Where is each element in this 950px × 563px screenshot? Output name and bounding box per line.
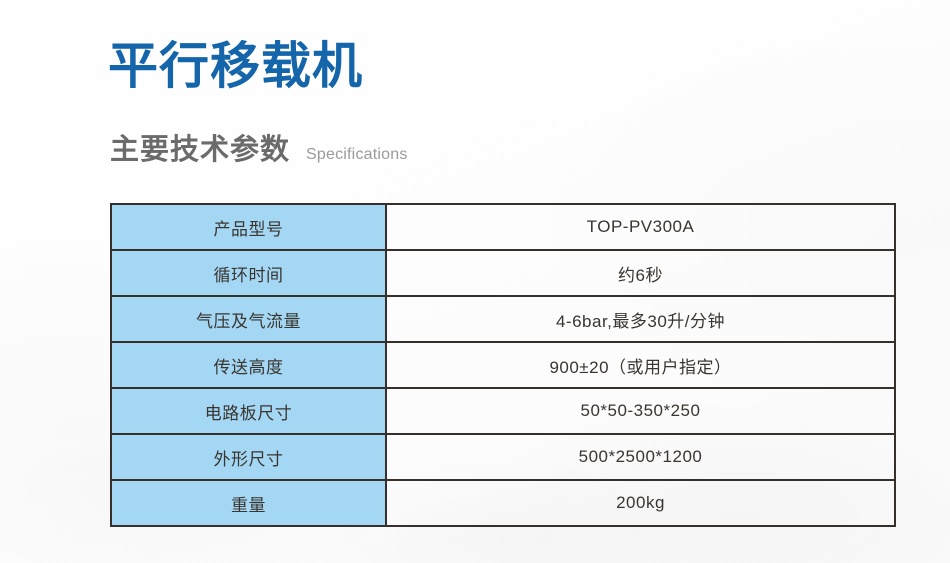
table-row: 重量 200kg [110, 479, 896, 527]
table-row: 传送高度 900±20（或用户指定） [110, 341, 896, 389]
spec-value-cell: 900±20（或用户指定） [385, 341, 896, 389]
spec-label-cell: 产品型号 [110, 203, 387, 251]
table-row: 气压及气流量 4-6bar,最多30升/分钟 [110, 295, 896, 343]
spec-label-cell: 气压及气流量 [110, 295, 387, 343]
spec-label-cell: 循环时间 [110, 249, 387, 297]
specifications-table: 产品型号 TOP-PV300A 循环时间 约6秒 气压及气流量 4-6bar,最多30升/… [110, 203, 896, 527]
section-heading-en: Specifications [306, 146, 408, 163]
specifications-table-container: 产品型号 TOP-PV300A 循环时间 约6秒 气压及气流量 4-6bar,最多30升/… [110, 203, 896, 527]
table-row: 电路板尺寸 50*50-350*250 [110, 387, 896, 435]
page-title: 平行移载机 [108, 38, 363, 94]
table-row: 外形尺寸 500*2500*1200 [110, 433, 896, 481]
spec-value-cell: 200kg [385, 479, 896, 527]
spec-label-cell: 传送高度 [110, 341, 387, 389]
table-row: 循环时间 约6秒 [110, 249, 896, 297]
spec-value-cell: TOP-PV300A [385, 203, 896, 251]
section-heading-cn: 主要技术参数 [110, 134, 291, 166]
spec-value-cell: 约6秒 [385, 249, 896, 297]
spec-value-cell: 4-6bar,最多30升/分钟 [385, 295, 896, 343]
spec-label-cell: 重量 [110, 479, 387, 527]
spec-value-cell: 50*50-350*250 [385, 387, 896, 435]
specifications-table-body: 产品型号 TOP-PV300A 循环时间 约6秒 气压及气流量 4-6bar,最多30升/… [110, 203, 896, 527]
spec-value-cell: 500*2500*1200 [385, 433, 896, 481]
table-row: 产品型号 TOP-PV300A [110, 203, 896, 251]
spec-label-cell: 外形尺寸 [110, 433, 387, 481]
section-heading: 主要技术参数 Specifications [110, 126, 408, 168]
spec-label-cell: 电路板尺寸 [110, 387, 387, 435]
